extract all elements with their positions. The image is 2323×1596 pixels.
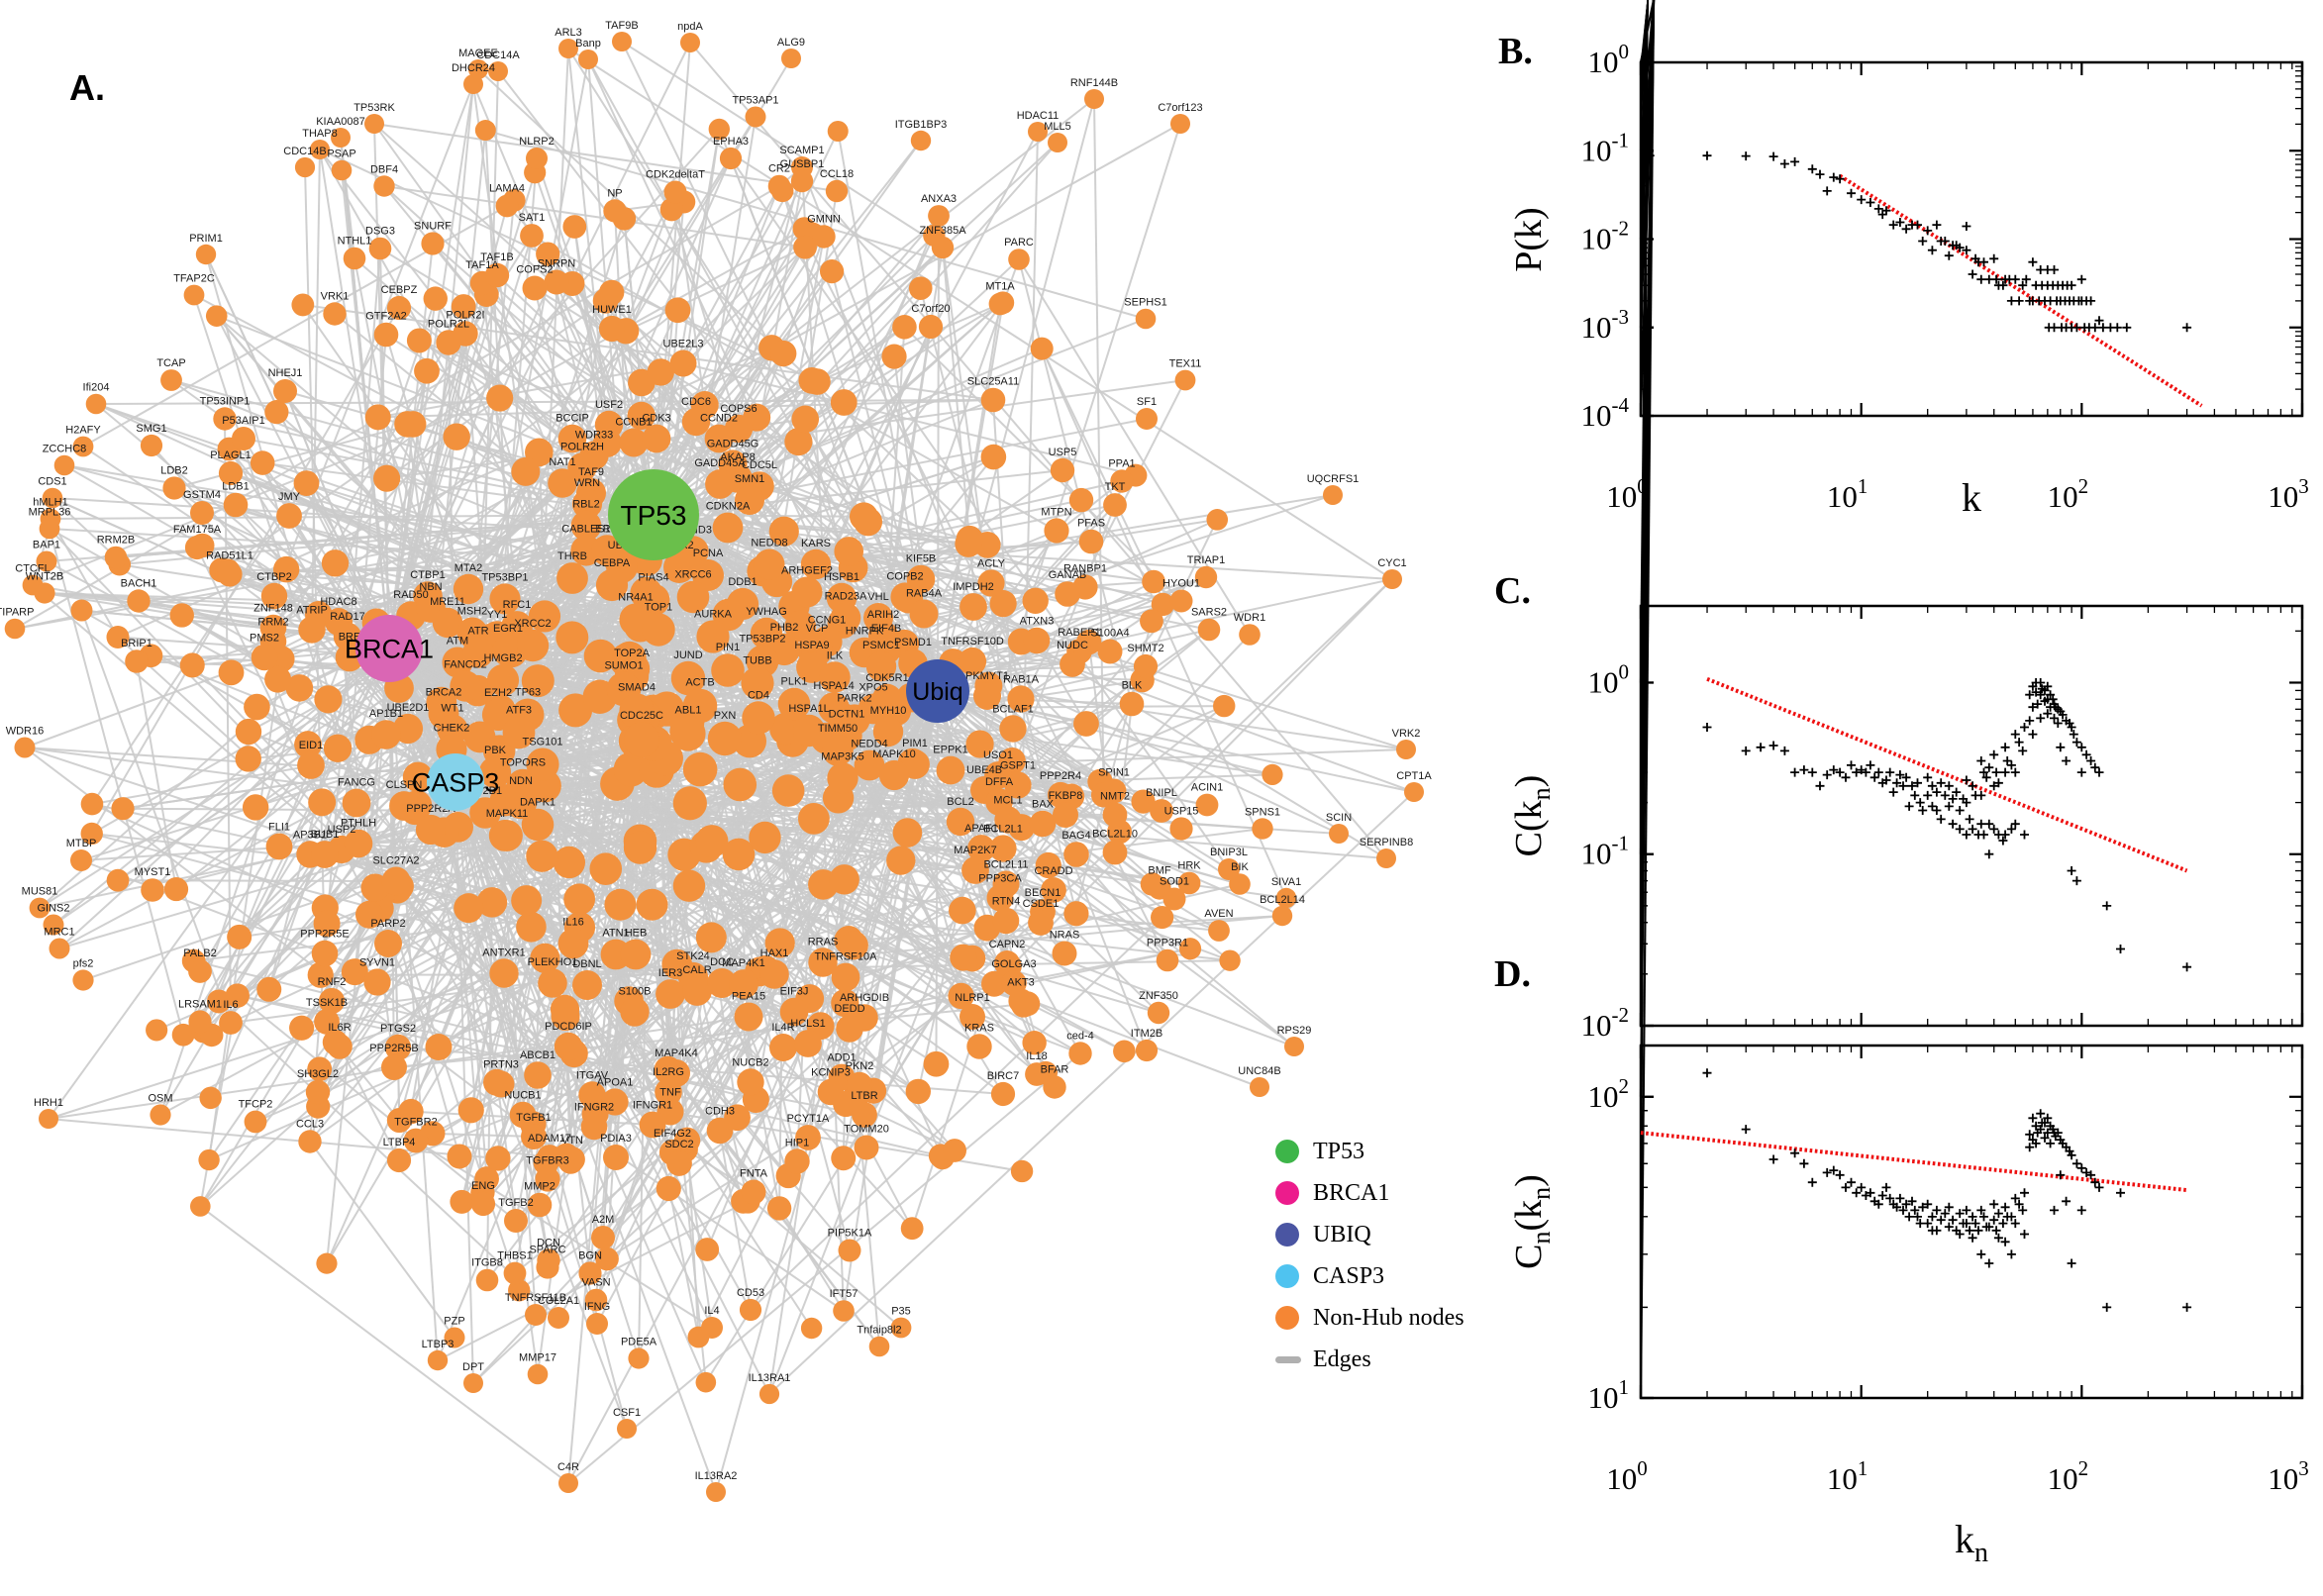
hub-node-label: TP53 xyxy=(621,500,687,531)
y-axis-title: C(kn​) xyxy=(1508,775,1556,857)
svg-text:100: 100 xyxy=(1588,40,1630,79)
svg-text:10-1: 10-1 xyxy=(1581,832,1630,871)
legend-item-label: Edges xyxy=(1313,1346,1371,1372)
legend-item-label: BRCA1 xyxy=(1313,1179,1390,1206)
scatter-points xyxy=(1702,1068,2192,1312)
svg-text:103: 103 xyxy=(2268,1456,2309,1496)
svg-text:100: 100 xyxy=(1588,659,1630,699)
legend-item-non-hub-nodes: Non-Hub nodes xyxy=(1275,1297,1464,1339)
tick-labels: 100 10-1 10-2 10-3 10-4 100 101 102 103 xyxy=(1581,40,2309,514)
svg-text:100: 100 xyxy=(1606,474,1648,514)
svg-text:101: 101 xyxy=(1827,1456,1868,1496)
y-axis-title: Cn​(kn​) xyxy=(1508,1174,1556,1269)
legend-item-brca1: BRCA1 xyxy=(1275,1172,1464,1214)
fit-line xyxy=(1706,676,2188,873)
svg-text:103: 103 xyxy=(2268,474,2309,514)
panel-label-a: A. xyxy=(69,67,105,108)
node-swatch-icon xyxy=(1275,1140,1299,1163)
network-hub-nodes: TP53 BRCA1 Ubiq CASP3 xyxy=(345,469,969,811)
svg-text:102: 102 xyxy=(2048,474,2089,514)
node-swatch-icon xyxy=(1275,1264,1299,1288)
svg-text:102: 102 xyxy=(1588,1074,1630,1114)
hub-node-tp53 xyxy=(608,469,699,560)
svg-text:10-4: 10-4 xyxy=(1581,393,1630,433)
scatter-points xyxy=(1702,678,2192,972)
legend-item-label: CASP3 xyxy=(1313,1262,1385,1289)
svg-text:101: 101 xyxy=(1827,474,1868,514)
legend-item-edges: Edges xyxy=(1275,1339,1464,1380)
svg-text:ALG9: ALG9 xyxy=(777,37,805,49)
legend-item-label: TP53 xyxy=(1313,1138,1365,1164)
fit-line xyxy=(1839,173,2203,408)
svg-text:Banp: Banp xyxy=(575,38,601,50)
legend: TP53 BRCA1 UBIQ CASP3 Non-Hub nodes Edges xyxy=(1275,1131,1464,1380)
svg-text:10-1: 10-1 xyxy=(1581,128,1630,167)
legend-item-label: UBIQ xyxy=(1313,1221,1371,1247)
chart-panel-d: 102 101 100 101 102 103 Cn​(kn​) kn​ xyxy=(1508,0,2309,1568)
legend-item-label: Non-Hub nodes xyxy=(1313,1304,1464,1331)
network-nonhub-nodes xyxy=(4,32,1424,1502)
chart-panel-b: 100 10-1 10-2 10-3 10-4 100 101 102 103 P(k) k xyxy=(1508,0,2309,520)
axis-ticks xyxy=(1639,0,2304,1400)
svg-text:NP: NP xyxy=(607,187,622,199)
plot-frame xyxy=(1639,1044,2304,1400)
tick-labels: 102 101 100 101 102 103 xyxy=(1588,1074,2309,1496)
panel-label-c: C. xyxy=(1494,570,1531,612)
svg-text:MAGEE: MAGEE xyxy=(458,48,498,59)
legend-item-tp53: TP53 xyxy=(1275,1131,1464,1172)
svg-text:RNF144B: RNF144B xyxy=(1070,77,1118,89)
svg-text:TAF9B: TAF9B xyxy=(605,20,638,32)
svg-text:10-3: 10-3 xyxy=(1581,305,1630,345)
svg-text:100: 100 xyxy=(1606,1456,1648,1496)
svg-text:TP53AP1: TP53AP1 xyxy=(732,94,778,106)
node-swatch-icon xyxy=(1275,1181,1299,1205)
svg-text:10-2: 10-2 xyxy=(1581,1003,1630,1043)
svg-text:CR2: CR2 xyxy=(768,163,790,175)
hub-node-label: CASP3 xyxy=(412,767,500,797)
hub-node-label: BRCA1 xyxy=(345,634,434,663)
svg-text:ARL3: ARL3 xyxy=(555,27,582,39)
svg-text:SCAMP1: SCAMP1 xyxy=(779,145,824,156)
svg-text:npdA: npdA xyxy=(677,21,703,33)
svg-text:CDC14A: CDC14A xyxy=(476,50,520,61)
fit-line xyxy=(1640,1131,2187,1193)
svg-text:NLRP2: NLRP2 xyxy=(519,136,554,148)
edge-swatch-icon xyxy=(1275,1355,1301,1363)
node-swatch-icon xyxy=(1275,1223,1299,1247)
svg-text:GUSBP1: GUSBP1 xyxy=(780,158,825,170)
svg-text:EPHA3: EPHA3 xyxy=(713,136,749,148)
x-axis-title: kn​ xyxy=(1955,1517,1988,1568)
svg-text:CCL18: CCL18 xyxy=(820,168,854,180)
scatter-points xyxy=(1645,150,2192,333)
panel-label-b: B. xyxy=(1498,31,1533,72)
svg-text:GMNN: GMNN xyxy=(807,213,841,225)
y-axis-title: P(k) xyxy=(1508,207,1550,271)
svg-text:SNURF: SNURF xyxy=(414,220,452,232)
svg-text:ITGB1BP3: ITGB1BP3 xyxy=(895,119,948,131)
hub-node-ubiq xyxy=(906,659,969,723)
chart-panel-c: 100 10-1 10-2 C(kn​) xyxy=(1508,0,2304,1043)
tick-labels: 100 10-1 10-2 xyxy=(1581,659,1630,1043)
svg-text:101: 101 xyxy=(1588,1375,1630,1415)
hub-node-label: Ubiq xyxy=(912,678,962,706)
legend-item-ubiq: UBIQ xyxy=(1275,1214,1464,1255)
node-swatch-icon xyxy=(1275,1306,1299,1330)
panel-label-d: D. xyxy=(1494,953,1531,995)
hub-node-casp3 xyxy=(427,753,484,811)
plot-frame xyxy=(1639,604,2304,1028)
plot-frame xyxy=(1639,60,2304,418)
svg-text:CDK2deltaT: CDK2deltaT xyxy=(646,168,705,180)
svg-text:10-2: 10-2 xyxy=(1581,217,1630,256)
svg-text:DHCR24: DHCR24 xyxy=(452,62,495,74)
svg-text:102: 102 xyxy=(2048,1456,2089,1496)
hub-node-brca1 xyxy=(355,615,423,682)
x-axis-title: k xyxy=(1962,475,1981,520)
legend-item-casp3: CASP3 xyxy=(1275,1255,1464,1297)
